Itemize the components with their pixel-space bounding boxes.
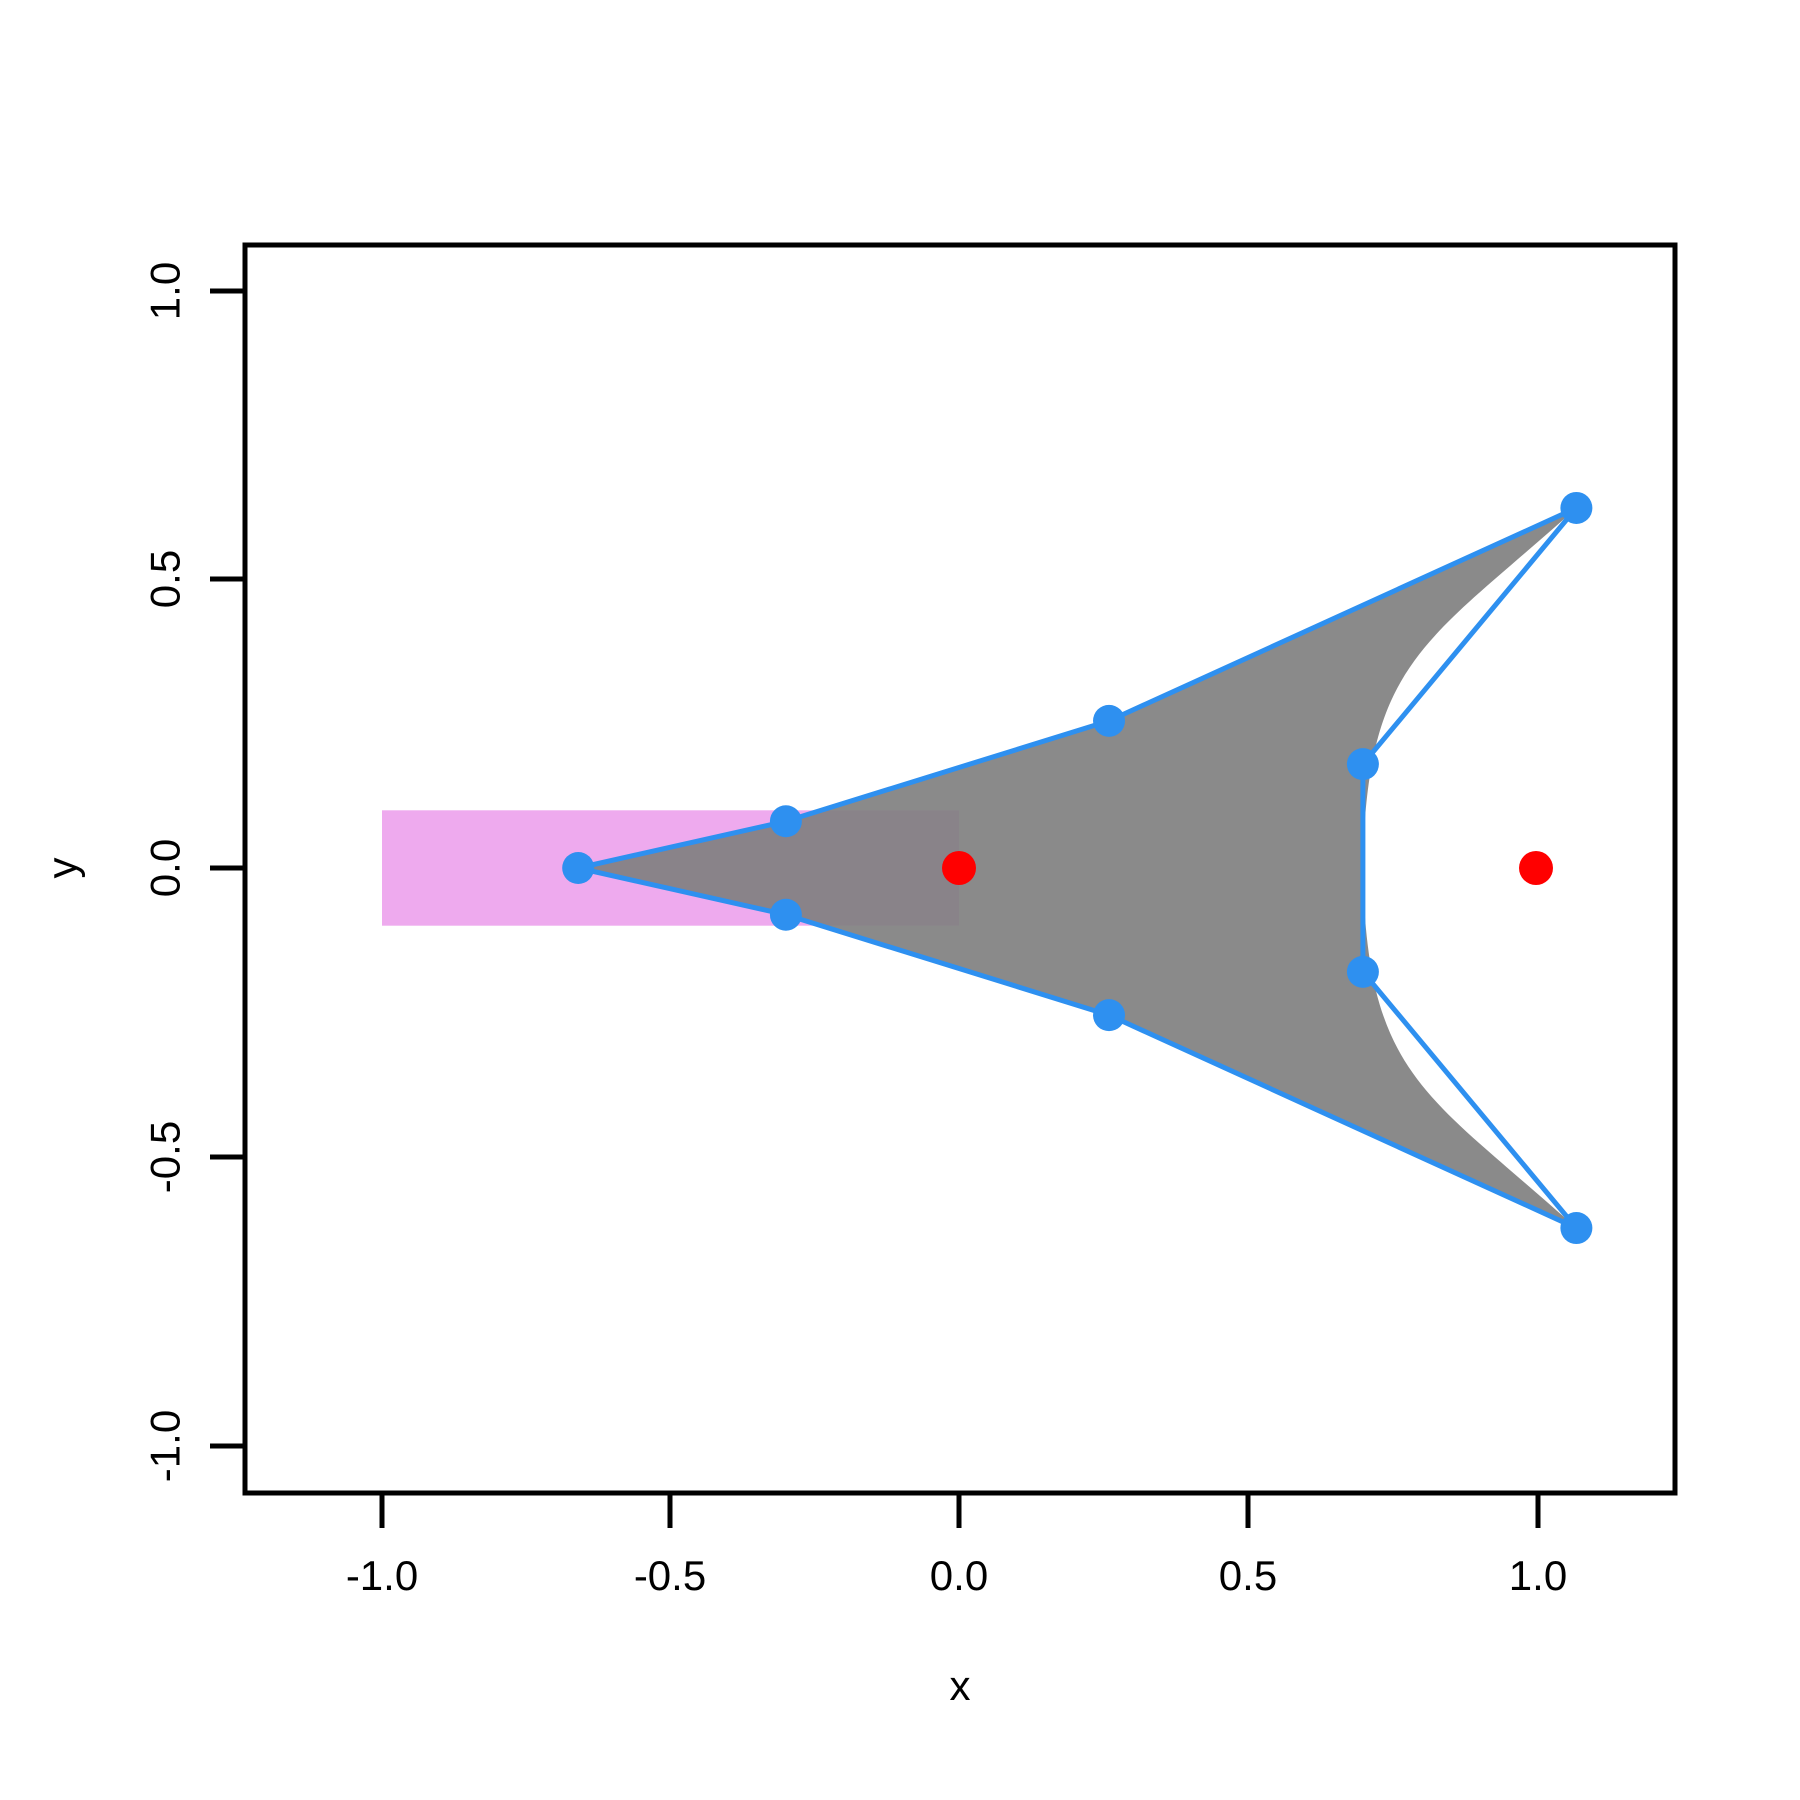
deltoid-region (578, 507, 1577, 1229)
y-tick-label: -1.0 (142, 1410, 189, 1482)
y-axis (210, 288, 248, 1449)
x-tick-label: 0.0 (930, 1552, 988, 1599)
control-polygon (577, 505, 1579, 1231)
x-tick-label: -1.0 (346, 1552, 418, 1599)
control-point[interactable] (1560, 1212, 1593, 1245)
control-points-group (562, 491, 1593, 1245)
focus-point[interactable] (1519, 851, 1553, 885)
focus-points-group (942, 851, 1553, 885)
x-axis (379, 1490, 1541, 1528)
control-point[interactable] (769, 805, 802, 838)
x-tick-labels: -1.0 -0.5 0.0 0.5 1.0 (346, 1552, 1567, 1599)
control-point[interactable] (1560, 491, 1593, 524)
control-point[interactable] (1093, 999, 1126, 1032)
x-axis-title: x (950, 1662, 971, 1709)
y-tick-label: 0.5 (142, 550, 189, 608)
y-tick-label: -0.5 (142, 1121, 189, 1193)
y-tick-labels: 1.0 0.5 0.0 -0.5 -1.0 (142, 262, 189, 1482)
x-tick-label: -0.5 (634, 1552, 706, 1599)
x-tick-label: 0.5 (1219, 1552, 1277, 1599)
y-tick-label: 0.0 (142, 839, 189, 897)
control-point[interactable] (1346, 748, 1379, 781)
deltoid-region-group (578, 507, 1577, 1229)
focus-point[interactable] (942, 851, 976, 885)
control-point[interactable] (769, 898, 802, 931)
control-point[interactable] (1346, 955, 1379, 988)
control-point[interactable] (1093, 704, 1126, 737)
y-axis-title: y (39, 858, 86, 879)
control-point[interactable] (562, 852, 595, 884)
x-tick-label: 1.0 (1509, 1552, 1567, 1599)
control-polygon-group (577, 505, 1579, 1231)
y-tick-label: 1.0 (142, 262, 189, 320)
